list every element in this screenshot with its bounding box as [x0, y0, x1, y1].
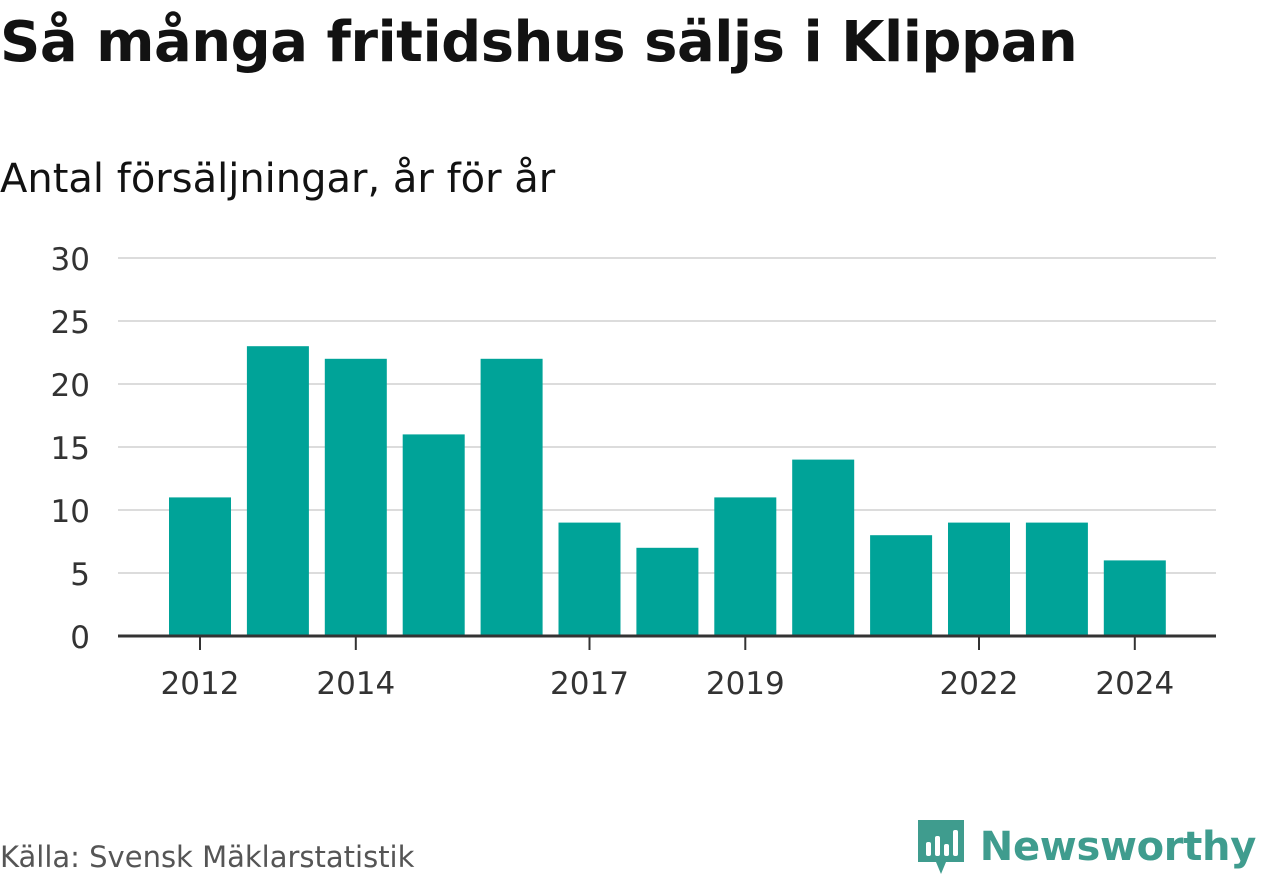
- bar: [1025, 522, 1088, 636]
- y-tick-label: 25: [51, 305, 90, 341]
- chart-subtitle: Antal försäljningar, år för år: [0, 156, 556, 202]
- y-tick-label: 30: [51, 242, 90, 278]
- x-tick-label: 2014: [316, 666, 395, 702]
- y-tick-label: 0: [70, 620, 90, 656]
- bar: [169, 497, 231, 636]
- y-tick-label: 15: [51, 431, 90, 467]
- bar: [480, 358, 543, 636]
- bar-chart: 0 5 10 15 20 25 30 2012 2014 2017 2019 2022 2024: [51, 242, 1216, 702]
- bar: [246, 346, 309, 636]
- bar: [558, 522, 621, 636]
- bar: [402, 434, 465, 636]
- y-tick-label: 20: [51, 368, 90, 404]
- bar: [636, 547, 699, 636]
- y-tick-label: 5: [70, 557, 90, 593]
- bar: [714, 497, 777, 636]
- source-note: Källa: Svensk Mäklarstatistik: [0, 840, 415, 874]
- x-tick-label: 2022: [940, 666, 1019, 702]
- y-tick-label: 10: [51, 494, 90, 530]
- bar: [1103, 560, 1166, 636]
- bar: [948, 522, 1010, 636]
- bar: [870, 535, 933, 636]
- x-tick-label: 2019: [706, 666, 785, 702]
- bar: [792, 459, 855, 636]
- chart-title: Så många fritidshus säljs i Klippan: [0, 10, 1078, 75]
- bar: [324, 358, 387, 636]
- brand-logo: Newsworthy: [916, 818, 1256, 876]
- newsworthy-logo-icon: [916, 818, 966, 876]
- x-tick-label: 2024: [1095, 666, 1174, 702]
- x-tick-label: 2012: [161, 666, 240, 702]
- brand-name: Newsworthy: [979, 824, 1257, 870]
- x-tick-label: 2017: [550, 666, 629, 702]
